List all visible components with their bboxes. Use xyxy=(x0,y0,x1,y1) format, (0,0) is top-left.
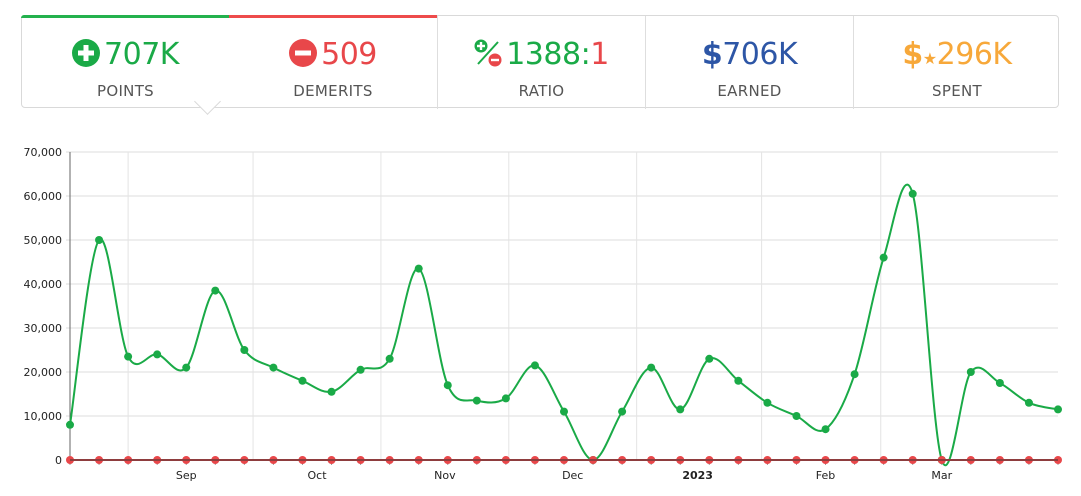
points-chart: 0 10,000 20,000 30,000 40,000 50,000 60,000 70,… xyxy=(24,146,1062,482)
spent-stat[interactable]: $★296K SPENT xyxy=(854,16,1060,109)
divider xyxy=(853,16,854,109)
ratio-label: RATIO xyxy=(518,82,565,100)
x-tick-label: Dec xyxy=(562,469,583,482)
ratio-left: 1388 xyxy=(506,37,581,72)
y-axis: 0 10,000 20,000 30,000 40,000 50,000 60,000 70,… xyxy=(24,146,63,467)
points-data-point xyxy=(530,361,539,370)
points-data-point xyxy=(443,381,452,390)
y-tick-label: 20,000 xyxy=(24,366,63,379)
points-data-point xyxy=(414,264,423,273)
points-data-point xyxy=(356,365,365,374)
points-data-point xyxy=(298,376,307,385)
points-data-point xyxy=(385,354,394,363)
points-value-row: 707K xyxy=(22,36,229,74)
points-data-point xyxy=(95,236,104,244)
earned-stat[interactable]: $706K EARNED xyxy=(646,16,853,109)
chart-grid xyxy=(66,151,1058,465)
plus-circle-icon xyxy=(72,38,101,67)
points-data-point xyxy=(1054,405,1062,414)
points-data-point xyxy=(647,363,656,372)
series-layer xyxy=(66,183,1062,466)
stats-bar: 707K POINTS 509 DEMERITS 1388:1 RATIO xyxy=(21,15,1060,109)
dollar-symbol: $ xyxy=(902,37,923,72)
points-data-point xyxy=(850,370,859,379)
ratio-value-row: 1388:1 xyxy=(438,36,645,74)
points-data-point xyxy=(153,350,162,359)
points-stat[interactable]: 707K POINTS xyxy=(22,16,229,109)
plus-minus-ratio-icon xyxy=(474,39,502,66)
points-value: 707K xyxy=(104,37,179,72)
earned-label: EARNED xyxy=(717,82,782,100)
demerits-label: DEMERITS xyxy=(293,82,373,100)
y-tick-label: 10,000 xyxy=(24,410,63,423)
y-tick-label: 40,000 xyxy=(24,278,63,291)
divider xyxy=(437,16,438,109)
x-axis: Sep Oct Nov Dec 2023 Feb Mar xyxy=(69,460,1059,482)
points-data-point xyxy=(676,405,685,414)
y-tick-label: 60,000 xyxy=(24,190,63,203)
ratio-stat[interactable]: 1388:1 RATIO xyxy=(438,16,645,109)
points-series-line xyxy=(69,183,1059,466)
points-data-point xyxy=(472,396,481,405)
points-data-point xyxy=(269,363,278,372)
points-data-point xyxy=(763,398,772,407)
demerits-value: 509 xyxy=(321,37,377,72)
dollar-icon: $ xyxy=(701,37,723,72)
points-data-point xyxy=(879,253,888,262)
points-accent-bar xyxy=(21,15,229,18)
points-data-point xyxy=(995,379,1004,387)
earned-value: 706K xyxy=(722,37,798,72)
y-tick-label: 30,000 xyxy=(24,322,63,335)
spent-value: 296K xyxy=(936,37,1012,72)
points-data-point xyxy=(240,346,249,354)
points-data-point xyxy=(618,407,627,416)
divider xyxy=(645,16,646,109)
demerits-value-row: 509 xyxy=(229,36,437,74)
points-data-point xyxy=(734,376,743,385)
points-data-point xyxy=(66,420,74,429)
x-tick-label: Nov xyxy=(434,469,456,482)
points-data-point xyxy=(908,189,917,198)
points-data-point xyxy=(560,407,568,416)
demerits-accent-bar xyxy=(229,15,437,18)
x-tick-label: Oct xyxy=(307,469,327,482)
points-data-point xyxy=(1024,398,1033,407)
earned-value-row: $706K xyxy=(646,36,853,74)
points-data-point xyxy=(792,412,801,420)
demerits-stat[interactable]: 509 DEMERITS xyxy=(229,16,437,109)
x-tick-label: Sep xyxy=(176,469,197,482)
y-tick-label: 0 xyxy=(55,454,62,467)
star-icon: ★ xyxy=(922,49,937,68)
dollar-star-icon: $★ xyxy=(902,37,937,72)
x-tick-label: 2023 xyxy=(682,469,713,482)
spent-label: SPENT xyxy=(932,82,982,100)
points-data-point xyxy=(966,368,975,376)
x-tick-label: Feb xyxy=(816,469,835,482)
points-data-point xyxy=(327,387,336,396)
points-data-point xyxy=(182,363,191,372)
points-data-point xyxy=(705,354,714,363)
y-tick-label: 50,000 xyxy=(24,234,63,247)
points-data-point xyxy=(211,286,220,295)
x-tick-label: Mar xyxy=(931,469,952,482)
y-tick-label: 70,000 xyxy=(24,146,63,159)
points-label: POINTS xyxy=(97,82,154,100)
points-data-point xyxy=(821,425,830,434)
ratio-right: 1 xyxy=(590,37,609,72)
points-data-point xyxy=(124,352,133,361)
ratio-separator: : xyxy=(580,37,591,72)
points-data-point xyxy=(501,394,510,403)
minus-circle-icon xyxy=(289,38,318,67)
spent-value-row: $★296K xyxy=(854,36,1060,78)
